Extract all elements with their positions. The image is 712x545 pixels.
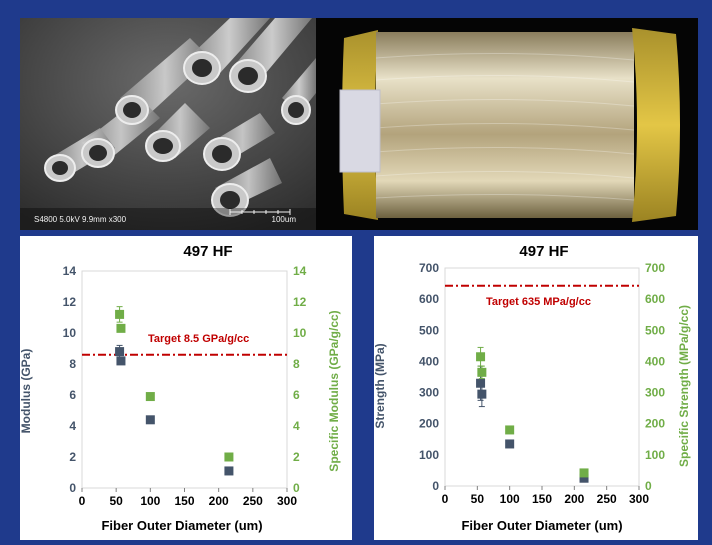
y-tick-label: 10 xyxy=(63,326,77,340)
data-point-left xyxy=(579,473,589,483)
y-tick-label: 600 xyxy=(419,292,439,306)
y-tick-label: 200 xyxy=(419,417,439,431)
y2-tick-label: 10 xyxy=(293,326,307,340)
sem-scale-label: 100um xyxy=(271,215,296,224)
y2-tick-label: 4 xyxy=(293,419,300,433)
y2-tick-label: 100 xyxy=(645,448,665,462)
x-tick-label: 300 xyxy=(277,494,297,508)
target-label: Target 8.5 GPa/g/cc xyxy=(148,333,249,345)
data-point-right xyxy=(579,468,589,478)
y2-tick-label: 8 xyxy=(293,357,300,371)
y-tick-label: 300 xyxy=(419,386,439,400)
x-tick-label: 50 xyxy=(109,494,123,508)
plot-area xyxy=(81,270,288,489)
y-tick-label: 500 xyxy=(419,323,439,337)
y2-tick-label: 400 xyxy=(645,354,665,368)
data-point-left xyxy=(224,466,234,476)
x-tick-label: 0 xyxy=(442,492,449,506)
data-point-right xyxy=(477,367,487,377)
x-tick-label: 250 xyxy=(597,492,617,506)
y2-tick-label: 6 xyxy=(293,388,300,402)
x-tick-label: 50 xyxy=(471,492,485,506)
data-point-left xyxy=(145,415,155,425)
x-tick-label: 200 xyxy=(209,494,229,508)
data-point-right xyxy=(145,392,155,402)
y-tick-label: 6 xyxy=(69,388,76,402)
y2-tick-label: 200 xyxy=(645,417,665,431)
sem-micrograph-image: S4800 5.0kV 9.9mm x300 100um xyxy=(20,18,316,230)
spool-graphic xyxy=(316,18,698,230)
y2-axis-label: Specific Strength (MPa/g/cc) xyxy=(677,305,691,467)
y-tick-label: 400 xyxy=(419,354,439,368)
y-axis-label: Strength (MPa) xyxy=(374,343,387,428)
strength-chart-panel: 497 HF Strength (MPa) Specific Strength … xyxy=(373,236,698,540)
data-point-left xyxy=(116,356,126,366)
y2-tick-label: 0 xyxy=(645,479,652,493)
y-tick-label: 2 xyxy=(69,450,76,464)
y2-axis-label: Specific Modulus (GPa/g/cc) xyxy=(327,310,341,471)
x-axis-label: Fiber Outer Diameter (um) xyxy=(461,518,622,533)
y-tick-label: 4 xyxy=(69,419,76,433)
x-tick-label: 150 xyxy=(532,492,552,506)
y2-tick-label: 12 xyxy=(293,295,307,309)
y-tick-label: 12 xyxy=(63,295,77,309)
y-tick-label: 14 xyxy=(63,264,77,278)
chart-title: 497 HF xyxy=(519,243,568,260)
x-tick-label: 100 xyxy=(140,494,160,508)
y-tick-label: 0 xyxy=(432,479,439,493)
x-tick-label: 0 xyxy=(79,494,86,508)
modulus-chart: 497 HF Modulus (GPa) Specific Modulus (G… xyxy=(19,243,341,533)
sem-scale-bar xyxy=(229,209,291,215)
x-tick-label: 300 xyxy=(629,492,649,506)
y-tick-label: 8 xyxy=(69,357,76,371)
y-tick-label: 700 xyxy=(419,261,439,275)
x-tick-label: 150 xyxy=(174,494,194,508)
data-point-right xyxy=(116,323,126,333)
y2-tick-label: 2 xyxy=(293,450,300,464)
modulus-chart-panel: 497 HF Modulus (GPa) Specific Modulus (G… xyxy=(19,236,352,540)
data-point-left xyxy=(505,439,515,449)
sem-fibers-graphic xyxy=(20,18,316,230)
chart-title: 497 HF xyxy=(183,243,232,260)
data-point-right xyxy=(476,352,486,362)
fiber-spool-photo xyxy=(316,18,698,230)
x-tick-label: 200 xyxy=(564,492,584,506)
x-axis-label: Fiber Outer Diameter (um) xyxy=(101,518,262,533)
data-point-left xyxy=(115,347,125,357)
strength-chart: 497 HF Strength (MPa) Specific Strength … xyxy=(373,243,691,533)
x-tick-label: 100 xyxy=(500,492,520,506)
x-tick-label: 250 xyxy=(243,494,263,508)
data-point-left xyxy=(477,389,487,399)
y-tick-label: 100 xyxy=(419,448,439,462)
y2-tick-label: 0 xyxy=(293,481,300,495)
data-point-right xyxy=(115,309,125,319)
y2-tick-label: 600 xyxy=(645,292,665,306)
data-point-right xyxy=(505,425,515,435)
data-point-right xyxy=(224,452,234,462)
sem-caption: S4800 5.0kV 9.9mm x300 xyxy=(34,215,127,224)
y2-tick-label: 14 xyxy=(293,264,307,278)
y2-tick-label: 300 xyxy=(645,386,665,400)
y-axis-label: Modulus (GPa) xyxy=(20,349,33,434)
y-tick-label: 0 xyxy=(69,481,76,495)
y2-tick-label: 700 xyxy=(645,261,665,275)
target-label: Target 635 MPa/g/cc xyxy=(486,296,591,308)
y2-tick-label: 500 xyxy=(645,323,665,337)
data-point-left xyxy=(476,378,486,388)
